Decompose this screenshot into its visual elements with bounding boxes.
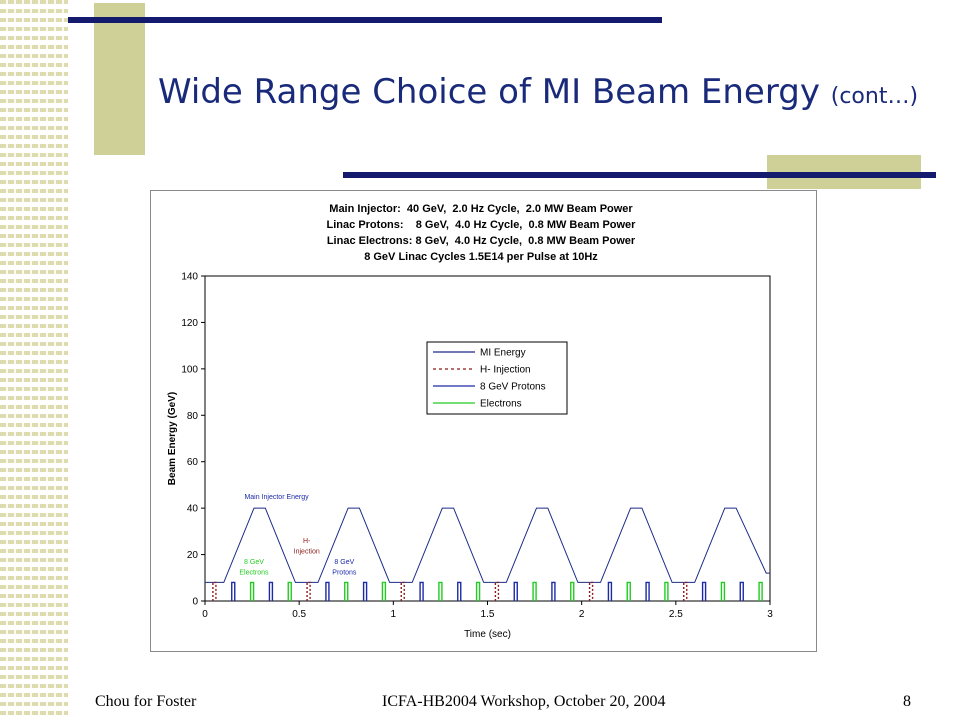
navy-bar-mid: [343, 172, 936, 178]
chart-title-line-4: 8 GeV Linac Cycles 1.5E14 per Pulse at 1…: [364, 251, 598, 263]
olive-block-top-left: [94, 3, 145, 155]
chart-title-line-2: Linac Protons: 8 GeV, 4.0 Hz Cycle, 0.8 …: [326, 219, 636, 231]
chart-title-line-1: Main Injector: 40 GeV, 2.0 Hz Cycle, 2.0…: [329, 203, 633, 215]
slide-title-suffix: (cont…): [830, 84, 919, 109]
footer-event: ICFA-HB2004 Workshop, October 20, 2004: [382, 693, 666, 710]
footer-page-number: 8: [903, 693, 911, 710]
footer-author: Chou for Foster: [95, 693, 197, 710]
navy-bar-top: [68, 17, 662, 23]
slide-title: Wide Range Choice of MI Beam Energy (con…: [158, 72, 918, 112]
chart-title-line-3: Linac Electrons: 8 GeV, 4.0 Hz Cycle, 0.…: [326, 235, 636, 247]
slide-title-main: Wide Range Choice of MI Beam Energy: [158, 72, 820, 112]
chart-frame: Main Injector: 40 GeV, 2.0 Hz Cycle, 2.0…: [150, 190, 817, 652]
left-stripe-decoration: [0, 0, 68, 720]
